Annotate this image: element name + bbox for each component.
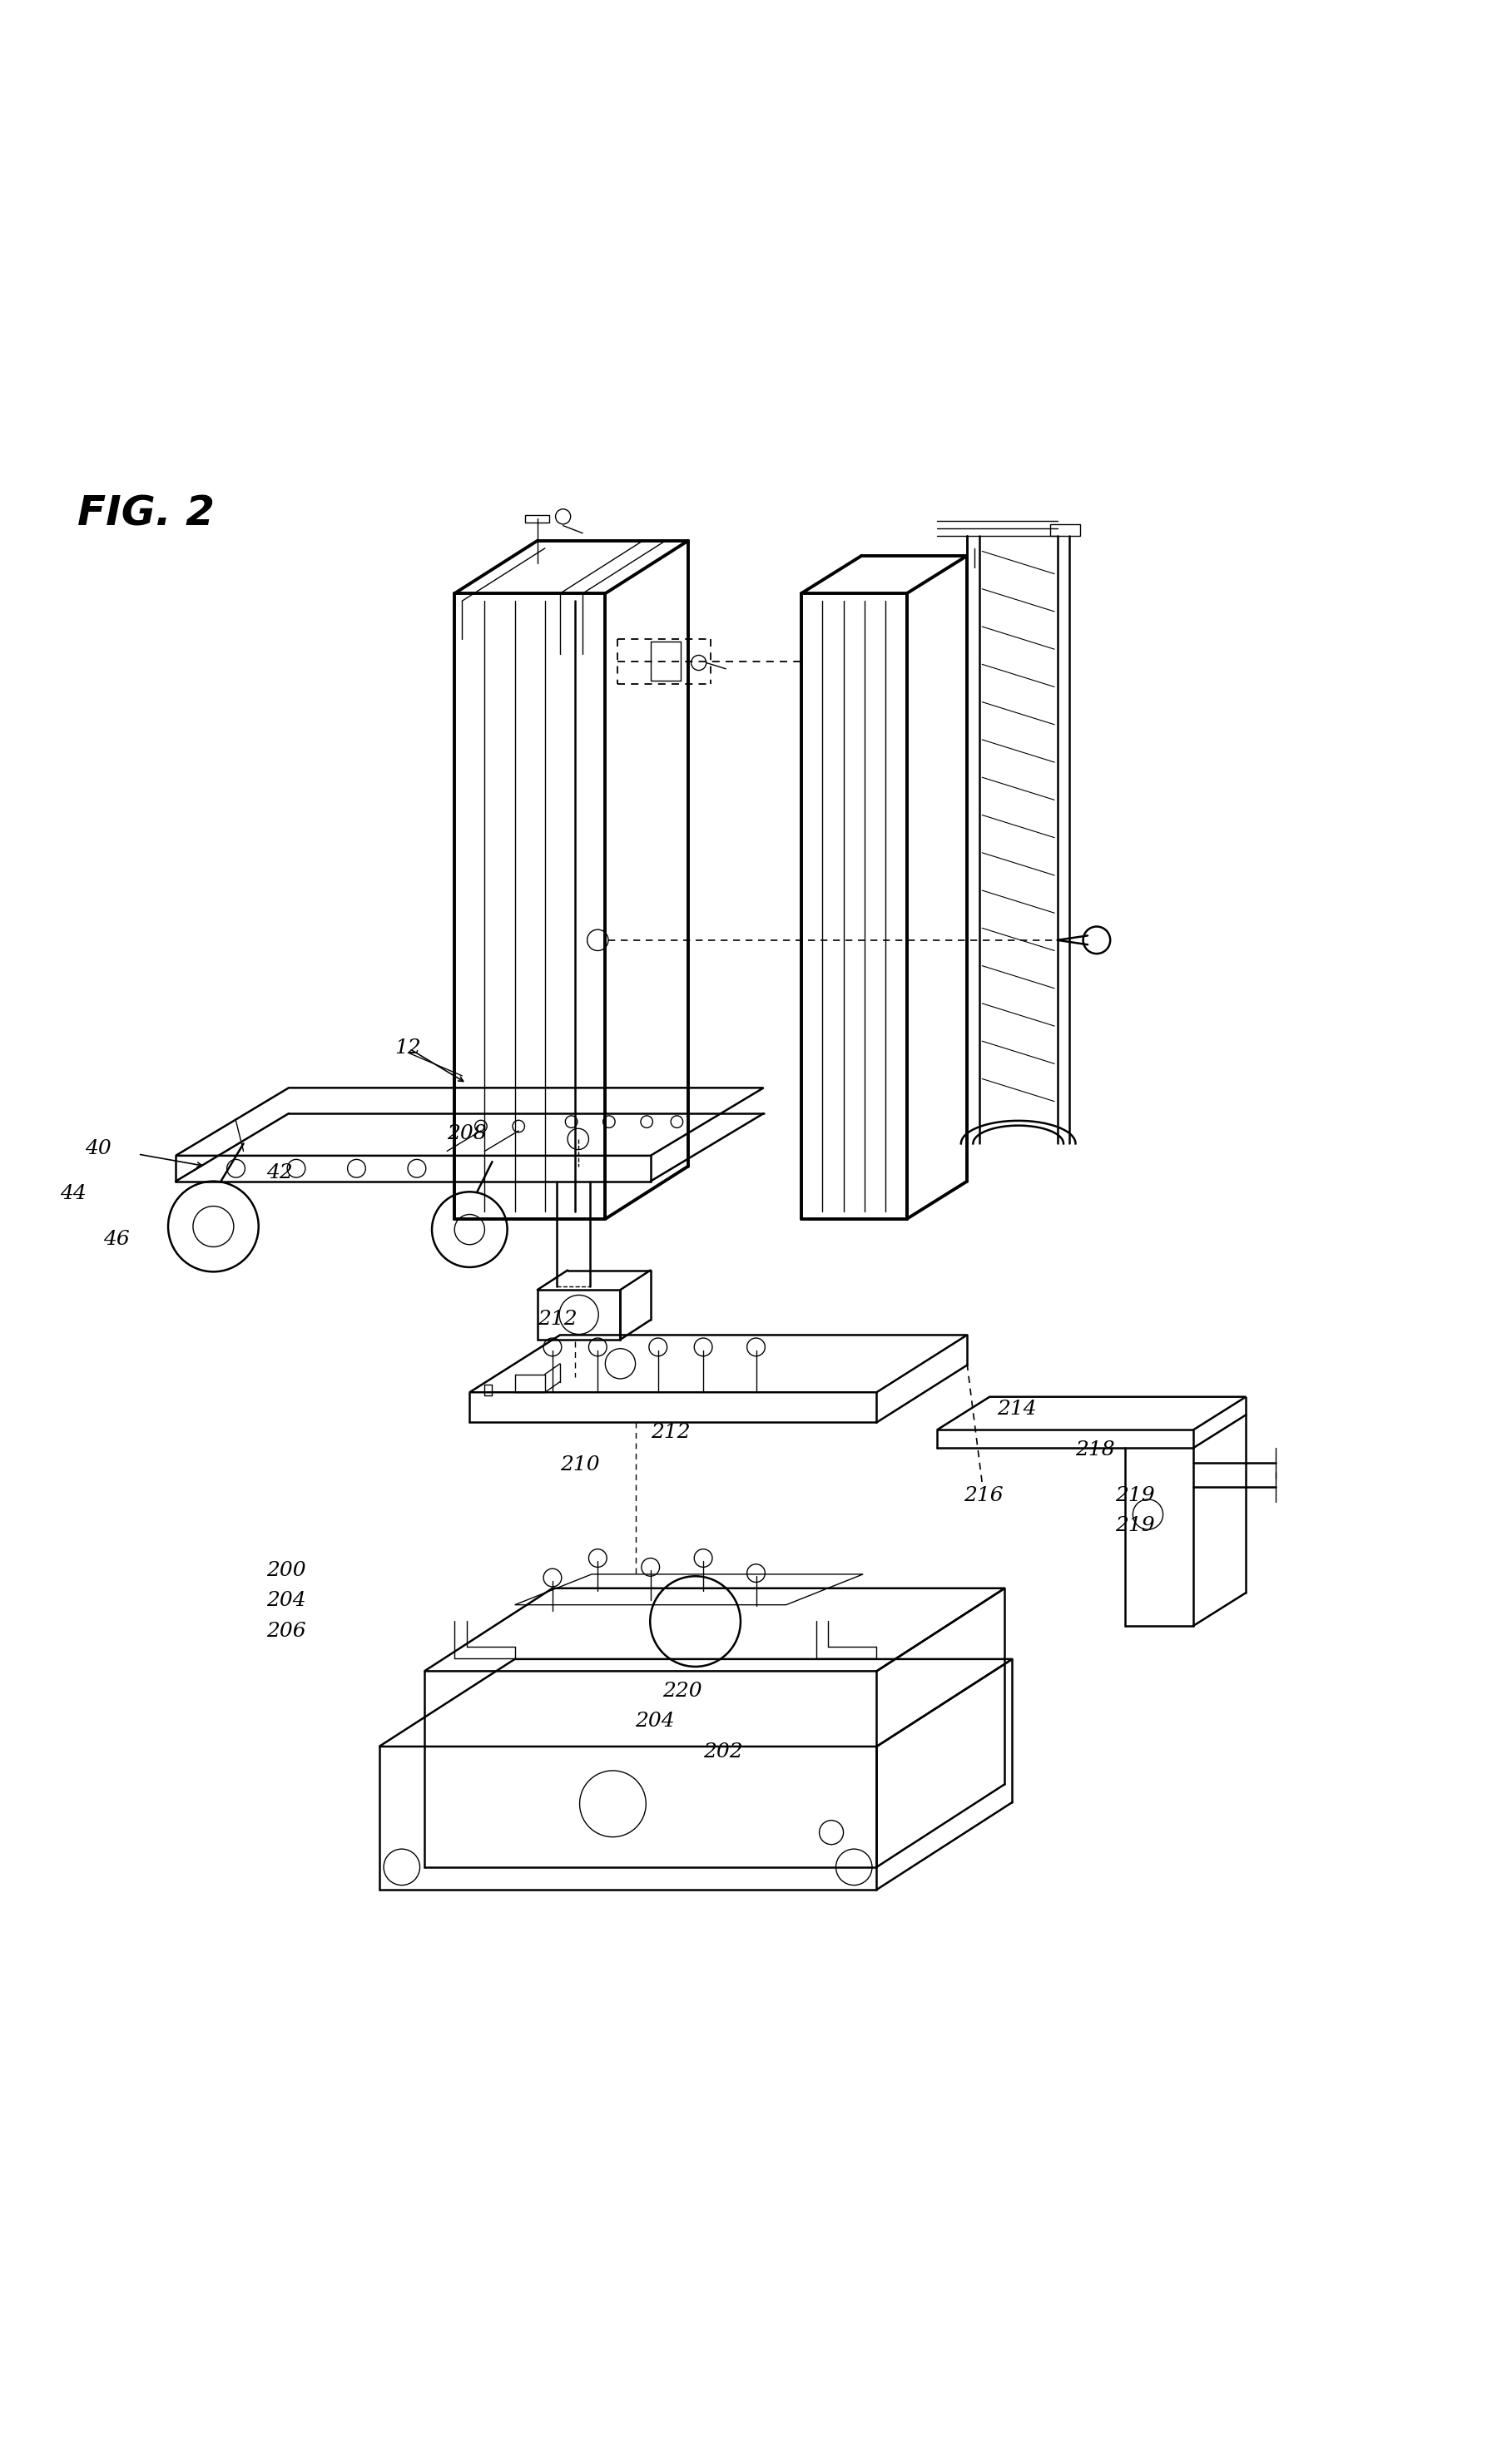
Text: 204: 204 bbox=[635, 1712, 674, 1732]
Text: 220: 220 bbox=[662, 1683, 702, 1700]
Text: 202: 202 bbox=[703, 1742, 742, 1761]
Text: 218: 218 bbox=[1075, 1440, 1116, 1460]
Text: 46: 46 bbox=[103, 1229, 130, 1249]
Text: 214: 214 bbox=[998, 1401, 1037, 1420]
Text: 208: 208 bbox=[448, 1123, 487, 1143]
Text: 44: 44 bbox=[59, 1185, 86, 1204]
Text: 212: 212 bbox=[650, 1423, 689, 1442]
Text: 200: 200 bbox=[266, 1560, 305, 1580]
Text: 212: 212 bbox=[537, 1310, 578, 1330]
Text: 219: 219 bbox=[1114, 1516, 1154, 1536]
Text: 40: 40 bbox=[85, 1138, 112, 1158]
Text: 216: 216 bbox=[965, 1487, 1004, 1506]
Text: FIG. 2: FIG. 2 bbox=[77, 493, 215, 535]
Text: 206: 206 bbox=[266, 1621, 305, 1641]
Text: 42: 42 bbox=[266, 1163, 292, 1182]
Text: 219: 219 bbox=[1114, 1487, 1154, 1506]
Text: 204: 204 bbox=[266, 1592, 305, 1612]
Text: 210: 210 bbox=[559, 1455, 600, 1474]
Text: 12: 12 bbox=[395, 1038, 420, 1057]
